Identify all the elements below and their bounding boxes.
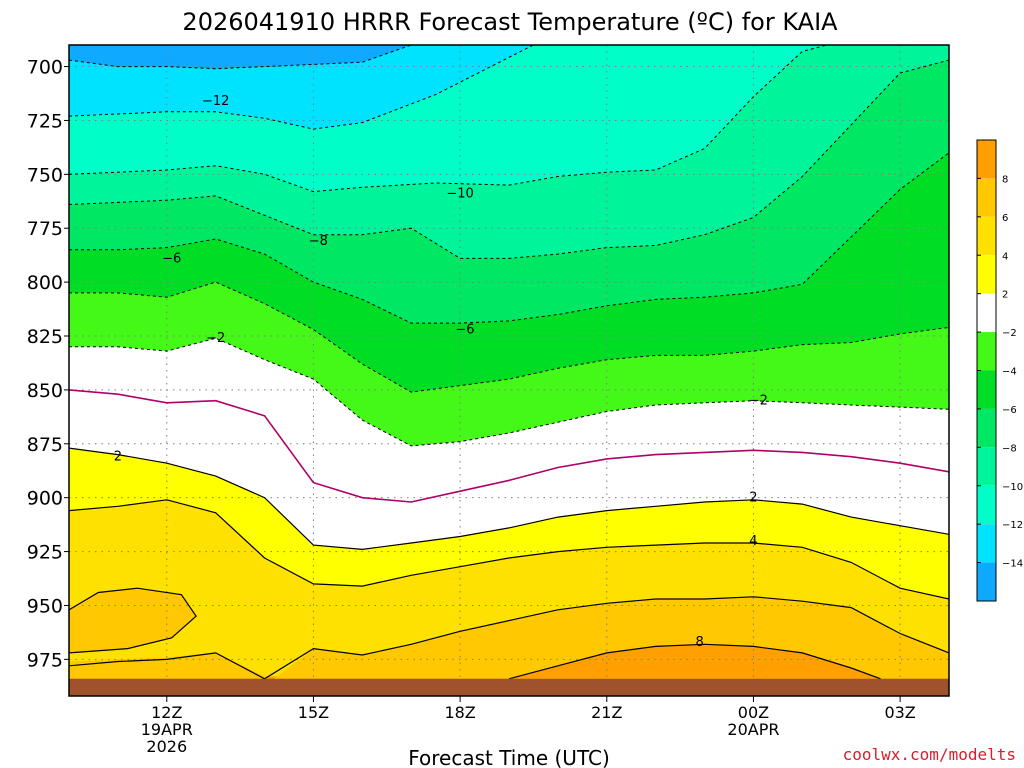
contour-label-text: −6 — [455, 323, 474, 338]
isotherm-m2 — [69, 337, 949, 447]
y-tick-label: 775 — [27, 218, 63, 240]
isotherm-p6 — [69, 596, 949, 680]
y-tick-label: 900 — [27, 488, 63, 510]
contour-label-text: 4 — [749, 534, 757, 549]
colorbar-label: −4 — [1002, 367, 1017, 378]
x-tick-label: 18Z — [444, 703, 475, 722]
colorbar-label: 2 — [1002, 290, 1008, 301]
credit-text: coolwx.com/modelts — [843, 745, 1016, 764]
colorbar-label: 4 — [1002, 251, 1008, 262]
contour-label-text: −6 — [162, 251, 181, 266]
contour-label: −8 — [309, 234, 328, 249]
contour-label: −12 — [202, 94, 229, 109]
colorbar-label: 8 — [1002, 174, 1008, 185]
contour-label: 4 — [749, 534, 757, 549]
isotherm-p6-pocket — [69, 587, 197, 654]
colorbar-swatch — [977, 485, 996, 525]
contour-label-text: −2 — [206, 331, 225, 346]
isotherm-m14 — [69, 45, 412, 70]
y-tick-label: 850 — [27, 380, 63, 402]
isotherm-p0 — [69, 389, 949, 503]
chart-title: 2026041910 HRRR Forecast Temperature (ºC… — [182, 8, 838, 36]
colorbar-label: −6 — [1002, 405, 1017, 416]
y-tick-label: 950 — [27, 595, 63, 617]
x-tick-label: 03Z — [884, 703, 915, 722]
isotherm-p2 — [69, 447, 949, 551]
isotherm-m8 — [69, 59, 949, 259]
isotherm-m10 — [69, 45, 827, 193]
plot-area: −12 −10 −8 −6 −6 −2 −2 2 2 4 8 — [68, 44, 950, 697]
contour-label: 2 — [114, 450, 122, 465]
colorbar-swatch — [977, 255, 996, 294]
x-tick-year: 2026 — [146, 737, 187, 756]
y-tick-label: 725 — [27, 110, 63, 132]
y-tick-label: 975 — [27, 649, 63, 671]
colorbar-swatch — [977, 140, 996, 179]
colorbar-swatch — [977, 447, 996, 486]
y-tick-label: 800 — [27, 272, 63, 294]
contour-label-text: −10 — [446, 187, 473, 202]
colorbar-swatch — [977, 370, 996, 409]
colorbar-swatch — [977, 408, 996, 448]
colorbar-label: 6 — [1002, 213, 1008, 224]
colorbar-legend: 8 6 4 2 −2 −4 −6 −8 −10 −12 −14 — [976, 139, 1023, 602]
x-tick-label: 15Z — [298, 703, 329, 722]
contour-label: −10 — [446, 187, 473, 202]
colorbar-label: −8 — [1002, 443, 1017, 454]
colorbar-swatch — [977, 332, 996, 371]
contour-label: −2 — [749, 394, 768, 409]
colorbar-swatch — [977, 524, 996, 563]
contour-label-text: −12 — [202, 94, 229, 109]
contour-label: 8 — [696, 635, 704, 650]
colorbar-swatch — [977, 562, 996, 601]
contour-label-text: 2 — [749, 491, 757, 506]
y-tick-label: 925 — [27, 542, 63, 564]
y-tick-label: 875 — [27, 434, 63, 456]
colorbar-label: −2 — [1002, 328, 1017, 339]
y-axis: 700 725 750 775 800 825 850 875 900 925 950 975 — [27, 57, 69, 671]
contour-label: 2 — [749, 491, 757, 506]
contour-label-text: −8 — [309, 234, 328, 249]
contour-label: −6 — [162, 251, 181, 266]
contour-label-text: −2 — [749, 394, 768, 409]
colorbar-swatch — [977, 293, 996, 333]
x-tick-label: 12Z — [151, 703, 182, 722]
isotherm-m4 — [69, 281, 949, 393]
band-p8 — [509, 644, 881, 679]
contour-label-text: 8 — [696, 635, 704, 650]
x-tick-label: 00Z — [738, 703, 769, 722]
colorbar-label: −14 — [1002, 559, 1023, 570]
x-tick-label: 21Z — [591, 703, 622, 722]
ground-surface — [69, 678, 949, 696]
band-p6to8-upper-left — [69, 588, 197, 653]
gridlines — [69, 45, 949, 696]
temperature-bands — [69, 45, 949, 696]
y-tick-label: 700 — [27, 57, 63, 79]
x-tick-date: 20APR — [727, 720, 779, 739]
isotherm-p4 — [69, 499, 949, 600]
colorbar-label: −12 — [1002, 520, 1023, 531]
contour-labels: −12 −10 −8 −6 −6 −2 −2 2 2 4 8 — [114, 94, 768, 650]
isotherm-p8 — [508, 643, 881, 680]
colorbar-label: −10 — [1002, 482, 1023, 493]
isotherm-lines — [69, 45, 949, 680]
x-tick-date: 19APR — [141, 720, 193, 739]
plot-frame — [68, 44, 950, 697]
colorbar-swatch — [977, 216, 996, 256]
contour-label: −6 — [455, 323, 474, 338]
contour-label-text: 2 — [114, 450, 122, 465]
y-tick-label: 750 — [27, 164, 63, 186]
x-axis-label: Forecast Time (UTC) — [408, 746, 610, 768]
y-tick-label: 825 — [27, 326, 63, 348]
contour-label: −2 — [206, 331, 225, 346]
colorbar-swatch — [977, 178, 996, 217]
